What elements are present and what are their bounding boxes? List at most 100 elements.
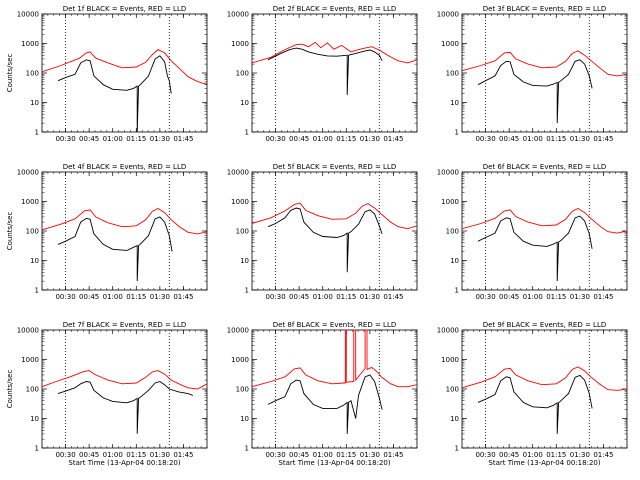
y-tick-label: 10 [240, 257, 249, 265]
plot-frame [41, 171, 208, 291]
y-tick-label: 100 [446, 70, 459, 78]
x-tick-label: 00:45 [79, 451, 99, 459]
series-line-lld-red [41, 49, 208, 85]
series-line-events-black [57, 55, 172, 133]
x-tick-label: 00:45 [499, 135, 519, 143]
y-tick-label: 10000 [227, 11, 249, 19]
y-tick-label: 10 [240, 415, 249, 423]
y-tick-label: 1 [455, 129, 459, 137]
x-tick-label: 01:30 [570, 293, 590, 301]
x-tick-label: 01:15 [546, 135, 566, 143]
x-tick-label: 01:00 [523, 451, 543, 459]
y-tick-label: 1 [35, 445, 39, 453]
series-line-events-black [477, 215, 593, 282]
panel-title: Det 7f BLACK = Events, RED = LLD [63, 321, 186, 329]
x-tick-label: 01:15 [546, 293, 566, 301]
y-tick-label: 10000 [227, 327, 249, 335]
x-tick-label: 01:30 [150, 451, 170, 459]
x-tick-label: 01:45 [593, 135, 613, 143]
x-tick-label: 00:45 [79, 293, 99, 301]
x-tick-label: 01:15 [336, 451, 356, 459]
plot-frame [461, 13, 628, 133]
x-tick-label: 01:15 [336, 135, 356, 143]
y-tick-label: 1 [35, 287, 39, 295]
x-tick-label: 01:45 [593, 293, 613, 301]
y-tick-label: 1 [35, 129, 39, 137]
y-tick-label: 10000 [437, 11, 459, 19]
x-axis-label: Start Time (13-Apr-04 00:18:20) [488, 459, 600, 467]
x-tick-label: 00:30 [475, 135, 495, 143]
plot-frame [461, 171, 628, 291]
plot-frame [251, 171, 418, 291]
y-tick-label: 1000 [231, 198, 249, 206]
y-tick-label: 1000 [441, 356, 459, 364]
x-tick-label: 01:45 [173, 451, 193, 459]
series-line-events-black [57, 381, 194, 434]
panel-2: Det 2f BLACK = Events, RED = LLD 1 10 100 10… [227, 5, 418, 143]
y-tick-label: 1000 [21, 356, 39, 364]
x-tick-label: 01:15 [126, 451, 146, 459]
y-tick-label: 10000 [437, 169, 459, 177]
x-tick-label: 01:00 [103, 293, 123, 301]
series-line-lld-red [251, 202, 418, 230]
x-tick-label: 01:00 [103, 135, 123, 143]
y-tick-label: 1000 [441, 198, 459, 206]
plot-frame [251, 13, 418, 133]
y-tick-label: 1000 [231, 356, 249, 364]
x-axis-label: Start Time (13-Apr-04 00:18:20) [278, 459, 390, 467]
x-tick-label: 01:00 [523, 135, 543, 143]
y-tick-label: 10000 [17, 327, 39, 335]
panel-title: Det 6f BLACK = Events, RED = LLD [483, 163, 606, 171]
y-tick-label: 10 [30, 99, 39, 107]
x-tick-label: 01:30 [570, 135, 590, 143]
plot-frame [41, 329, 208, 449]
panel-9: Det 9f BLACK = Events, RED = LLD 1 10 100 10… [437, 321, 628, 467]
series-line-lld-red [41, 370, 208, 390]
x-tick-label: 01:00 [313, 135, 333, 143]
y-tick-label: 1000 [441, 40, 459, 48]
y-tick-label: 1000 [21, 198, 39, 206]
x-tick-label: 01:45 [383, 451, 403, 459]
x-tick-label: 01:30 [360, 135, 380, 143]
y-tick-label: 1 [245, 287, 249, 295]
x-tick-label: 00:30 [475, 293, 495, 301]
y-tick-label: 10 [240, 99, 249, 107]
x-tick-label: 01:30 [360, 451, 380, 459]
y-tick-label: 1 [245, 129, 249, 137]
series-line-events-black [267, 374, 383, 434]
x-tick-label: 00:30 [55, 293, 75, 301]
x-tick-label: 01:15 [546, 451, 566, 459]
panel-title: Det 8f BLACK = Events, RED = LLD [273, 321, 396, 329]
x-tick-label: 00:30 [265, 293, 285, 301]
y-tick-label: 1 [455, 287, 459, 295]
y-tick-label: 1 [455, 445, 459, 453]
x-tick-label: 01:45 [593, 451, 613, 459]
series-line-lld-red [461, 50, 628, 77]
x-tick-label: 00:30 [265, 451, 285, 459]
x-tick-label: 00:45 [499, 451, 519, 459]
y-tick-label: 100 [236, 70, 249, 78]
panel-6: Det 6f BLACK = Events, RED = LLD 1 10 100 10… [437, 163, 628, 301]
panel-title: Det 1f BLACK = Events, RED = LLD [63, 5, 186, 13]
y-tick-label: 10 [30, 257, 39, 265]
x-tick-label: 00:30 [475, 451, 495, 459]
x-tick-label: 01:45 [383, 293, 403, 301]
y-tick-label: 10000 [437, 327, 459, 335]
panel-8: Det 8f BLACK = Events, RED = LLD 1 10 100 10… [227, 321, 418, 467]
x-tick-label: 00:45 [79, 135, 99, 143]
x-tick-label: 01:15 [336, 293, 356, 301]
y-tick-label: 100 [236, 228, 249, 236]
series-line-lld-red [461, 207, 628, 234]
x-tick-label: 00:45 [289, 293, 309, 301]
x-tick-label: 00:30 [55, 135, 75, 143]
x-tick-label: 01:00 [103, 451, 123, 459]
y-tick-label: 10 [450, 415, 459, 423]
x-tick-label: 00:45 [289, 451, 309, 459]
y-tick-label: 10 [450, 99, 459, 107]
x-tick-label: 01:00 [523, 293, 543, 301]
y-tick-label: 10000 [17, 11, 39, 19]
x-axis-label: Start Time (13-Apr-04 00:18:20) [68, 459, 180, 467]
x-tick-label: 00:45 [499, 293, 519, 301]
y-axis-label: Counts/sec [6, 54, 14, 93]
